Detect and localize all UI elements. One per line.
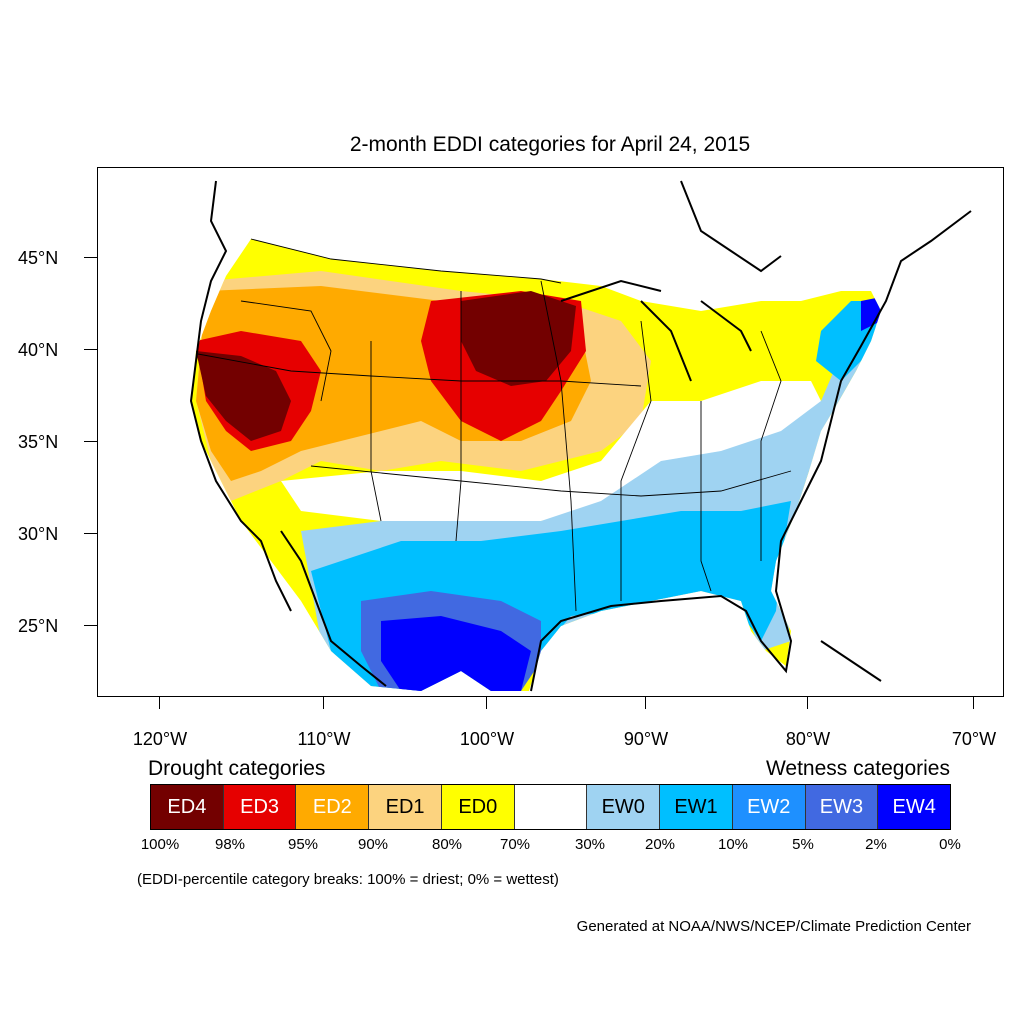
legend-cell-ew3: EW3 (805, 785, 879, 829)
legend-cell-neutral (514, 785, 588, 829)
legend-cell-ew0: EW0 (587, 785, 661, 829)
lon-tick (807, 697, 808, 709)
break-label: 100% (140, 836, 180, 853)
break-label: 95% (287, 836, 319, 853)
lon-tick (486, 697, 487, 709)
lat-label-35: 35°N (18, 432, 59, 452)
lon-label-80: 80°W (785, 729, 831, 749)
lon-label-120: 120°W (132, 729, 188, 749)
legend-cell-ed2: ED2 (296, 785, 370, 829)
conus-eddi-map (189, 180, 972, 692)
lat-tick (84, 533, 97, 534)
category-legend: ED4 ED3 ED2 ED1 ED0 EW0 EW1 EW2 EW3 EW4 (150, 784, 951, 830)
lon-label-100: 100°W (459, 729, 515, 749)
lat-tick (84, 441, 97, 442)
credit-line: Generated at NOAA/NWS/NCEP/Climate Predi… (576, 918, 971, 935)
wetness-categories-title: Wetness categories (765, 757, 950, 780)
lon-tick (159, 697, 160, 709)
break-label: 80% (431, 836, 463, 853)
break-label: 30% (574, 836, 606, 853)
drought-categories-title: Drought categories (148, 757, 326, 780)
lat-label-25: 25°N (18, 616, 59, 636)
coastline (189, 180, 972, 692)
lon-label-110: 110°W (297, 729, 351, 749)
map-frame (97, 167, 1004, 697)
legend-cell-ed4: ED4 (151, 785, 224, 829)
state-borders (197, 238, 792, 612)
break-label: 70% (499, 836, 531, 853)
break-label: 98% (214, 836, 246, 853)
category-footnote: (EDDI-percentile category breaks: 100% =… (137, 871, 559, 888)
lon-tick (323, 697, 324, 709)
lat-tick (84, 625, 97, 626)
legend-cell-ed0: ED0 (441, 785, 515, 829)
lon-tick (973, 697, 974, 709)
legend-cell-ew4: EW4 (878, 785, 951, 829)
lon-tick (645, 697, 646, 709)
lon-label-90: 90°W (623, 729, 669, 749)
lat-label-40: 40°N (18, 340, 59, 360)
legend-cell-ed1: ED1 (369, 785, 442, 829)
lat-tick (84, 349, 97, 350)
map-title: 2-month EDDI categories for April 24, 20… (349, 133, 751, 156)
lon-label-70: 70°W (951, 729, 997, 749)
break-label: 90% (357, 836, 389, 853)
lat-label-30: 30°N (18, 524, 59, 544)
break-label: 0% (939, 836, 961, 853)
lat-tick (84, 257, 97, 258)
break-label: 10% (717, 836, 749, 853)
break-label: 5% (792, 836, 814, 853)
break-label: 20% (644, 836, 676, 853)
legend-cell-ed3: ED3 (223, 785, 297, 829)
legend-cell-ew2: EW2 (732, 785, 806, 829)
break-label: 2% (865, 836, 887, 853)
eddi-shading (191, 239, 881, 691)
lat-label-45: 45°N (18, 248, 59, 268)
legend-cell-ew1: EW1 (660, 785, 733, 829)
